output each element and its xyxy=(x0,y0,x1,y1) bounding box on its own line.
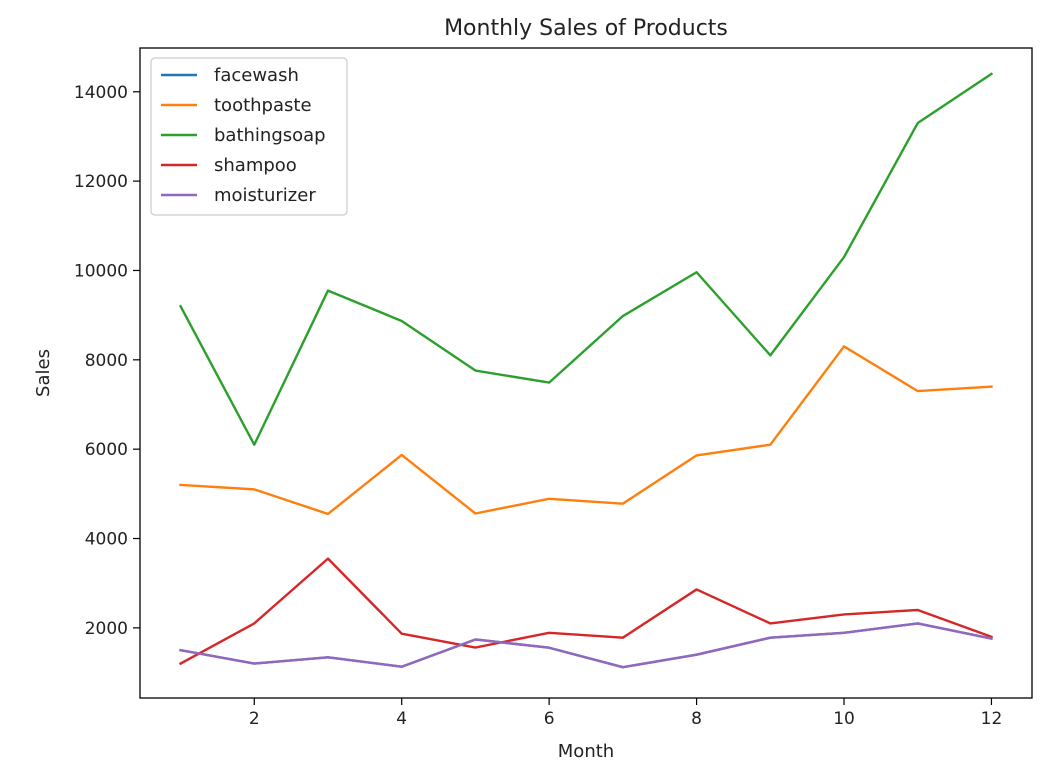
chart-title: Monthly Sales of Products xyxy=(444,16,728,41)
plot-frame xyxy=(139,47,1033,699)
legend-label-toothpaste: toothpaste xyxy=(214,95,312,116)
legend-label-shampoo: shampoo xyxy=(214,155,297,176)
x-tick-label: 10 xyxy=(833,709,855,729)
y-axis-label: Sales xyxy=(33,349,54,397)
series-line-bathingsoap xyxy=(178,72,994,446)
x-axis-label: Month xyxy=(558,741,614,762)
y-tick-label: 8000 xyxy=(85,351,128,371)
y-tick-label: 2000 xyxy=(85,619,128,639)
y-tick-label: 14000 xyxy=(74,83,128,103)
legend: facewash toothpaste bathingsoap shampoo mois… xyxy=(150,57,348,216)
legend-label-bathingsoap: bathingsoap xyxy=(214,125,326,146)
x-tick-label: 12 xyxy=(981,709,1003,729)
y-tick-label: 10000 xyxy=(74,261,128,281)
x-tick-label: 6 xyxy=(544,709,555,729)
y-tick-label: 12000 xyxy=(74,172,128,192)
x-tick-label: 8 xyxy=(691,709,702,729)
legend-box xyxy=(150,57,348,216)
y-axis-ticks: 2000 4000 6000 8000 10000 12000 14000 xyxy=(74,83,140,639)
series-line-toothpaste xyxy=(179,345,993,516)
legend-label-facewash: facewash xyxy=(214,65,299,86)
legend-label-moisturizer: moisturizer xyxy=(214,185,316,206)
y-tick-label: 4000 xyxy=(85,530,128,550)
x-tick-label: 2 xyxy=(249,709,260,729)
series-lines xyxy=(178,72,994,669)
x-tick-label: 4 xyxy=(396,709,407,729)
x-axis-ticks: 2 4 6 8 10 12 xyxy=(249,698,1002,729)
y-tick-label: 6000 xyxy=(85,440,128,460)
series-line-shampoo xyxy=(178,557,993,666)
series-line-moisturizer xyxy=(179,622,993,669)
plot-area xyxy=(139,47,1033,699)
